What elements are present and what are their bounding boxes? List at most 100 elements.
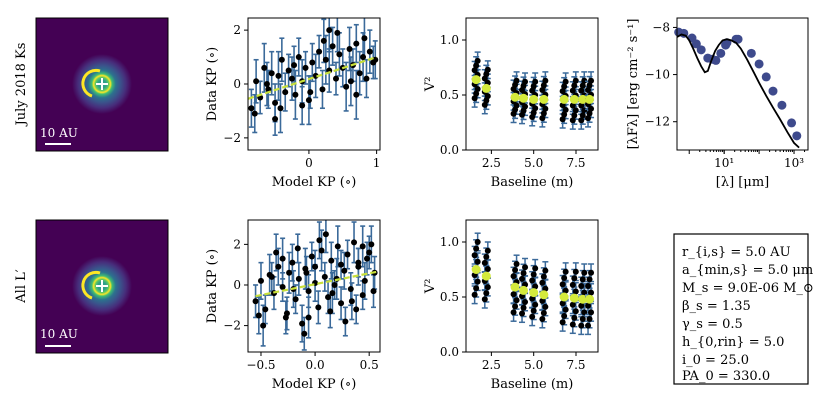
- data-point: [522, 298, 529, 305]
- sed-data-point: [777, 100, 787, 110]
- data-point: [532, 283, 539, 290]
- data-point: [540, 82, 547, 89]
- data-point: [279, 255, 286, 262]
- data-point: [571, 275, 578, 282]
- x-axis-label: Baseline (m): [491, 377, 574, 392]
- data-point: [272, 99, 279, 106]
- y-axis-label: Data KP (∘): [205, 47, 220, 121]
- x-axis-label: [λ] [μm]: [716, 175, 769, 190]
- data-point: [327, 308, 334, 315]
- data-point: [366, 249, 373, 256]
- data-point: [529, 277, 536, 284]
- data-point: [542, 105, 549, 112]
- data-point: [585, 87, 592, 94]
- data-point: [301, 330, 308, 337]
- data-point: [252, 298, 259, 305]
- sed-axes-frame: [676, 17, 809, 151]
- data-point: [569, 102, 576, 109]
- data-point: [559, 300, 566, 307]
- data-point: [370, 288, 377, 295]
- data-point: [585, 302, 592, 309]
- sed-data-point: [696, 45, 706, 55]
- plot-area: [252, 220, 378, 351]
- binned-point: [539, 290, 549, 300]
- data-point: [361, 277, 368, 284]
- y-tick-label: 0.5: [440, 290, 459, 304]
- data-point: [295, 54, 302, 61]
- model-image-row2: 10 AU: [35, 219, 169, 354]
- data-point: [471, 95, 478, 102]
- y-axis-label: Data KP (∘): [205, 249, 220, 323]
- binned-point: [585, 94, 595, 104]
- data-point: [305, 97, 312, 104]
- data-point: [253, 78, 260, 85]
- data-point: [484, 247, 491, 254]
- sed-data-point: [792, 131, 802, 141]
- x-tick-label: −0.5: [246, 358, 275, 372]
- data-point: [473, 285, 480, 292]
- data-point: [532, 265, 539, 272]
- y-tick-label: −2: [223, 319, 241, 333]
- data-point: [473, 90, 480, 97]
- data-point: [572, 107, 579, 114]
- data-point: [326, 27, 333, 34]
- x-tick-label: 7.5: [566, 358, 585, 372]
- row-label-2: All L′: [14, 269, 29, 303]
- data-point: [586, 82, 593, 89]
- data-point: [585, 283, 592, 289]
- data-point: [273, 249, 280, 256]
- data-point: [572, 308, 579, 315]
- binned-point: [510, 282, 520, 292]
- data-point: [562, 306, 569, 313]
- y-tick-label: 0: [233, 77, 241, 91]
- data-point: [348, 298, 355, 305]
- binned-point: [559, 292, 569, 302]
- binned-point: [529, 288, 539, 298]
- data-point: [586, 316, 593, 322]
- data-point: [471, 67, 478, 74]
- data-point: [579, 276, 586, 283]
- data-point: [474, 278, 481, 285]
- data-point: [279, 284, 286, 291]
- x-tick-label: 1: [373, 156, 381, 170]
- x-tick-label: 0: [305, 156, 313, 170]
- y-tick-label: 2: [233, 237, 241, 251]
- data-point: [578, 302, 585, 309]
- data-point: [484, 284, 491, 291]
- y-tick-label: −2: [223, 131, 241, 145]
- param-scale-height: h_{0,rin} = 5.0: [682, 335, 784, 350]
- data-point: [540, 273, 547, 280]
- kp-axes-frame: [247, 219, 381, 353]
- data-point: [303, 269, 310, 276]
- data-point: [562, 78, 569, 85]
- data-point: [562, 287, 569, 294]
- param-inclination: i_0 = 25.0: [682, 353, 749, 368]
- data-point: [299, 102, 306, 109]
- param-position-angle: PA_0 = 330.0: [682, 369, 770, 384]
- x-axis-label: Model KP (∘): [272, 377, 357, 392]
- data-point: [322, 231, 329, 238]
- model-image-row1: 10 AU: [35, 17, 169, 152]
- data-point: [251, 110, 258, 117]
- data-point: [529, 295, 536, 302]
- data-point: [539, 316, 546, 322]
- data-point: [532, 301, 539, 308]
- data-point: [513, 297, 520, 304]
- data-point: [272, 116, 279, 123]
- data-point: [559, 88, 566, 95]
- data-point: [484, 93, 491, 100]
- data-point: [316, 237, 323, 244]
- data-point: [285, 67, 292, 74]
- kp-scatter-panel-row2: −0.5 0.0 0.5 −2 0 2 Model KP (∘) Data KP (∘): [205, 219, 381, 392]
- data-point: [510, 291, 517, 298]
- data-point: [481, 296, 488, 303]
- data-point: [571, 112, 578, 119]
- data-point: [513, 261, 520, 267]
- data-point: [331, 281, 338, 288]
- data-point: [341, 267, 348, 274]
- data-point: [561, 111, 568, 118]
- data-point: [334, 243, 341, 250]
- data-point: [513, 77, 520, 84]
- data-point: [295, 275, 302, 282]
